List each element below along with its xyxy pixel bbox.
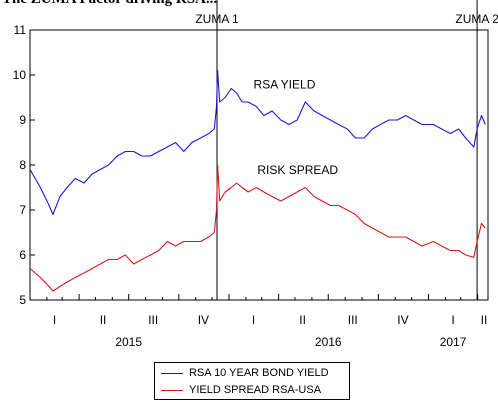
event-label: ZUMA 2 [455, 12, 498, 26]
chart-annotation: RSA YIELD [254, 78, 316, 92]
legend-swatch-yield-spread [161, 389, 183, 391]
year-label: 2016 [315, 335, 342, 349]
chart-annotation: RISK SPREAD [257, 163, 338, 177]
y-tick-label: 7 [19, 203, 26, 217]
y-tick-label: 6 [19, 248, 26, 262]
quarter-label: II [299, 313, 306, 327]
y-tick-label: 5 [19, 293, 26, 307]
chart-legend: RSA 10 YEAR BOND YIELD YIELD SPREAD RSA-… [154, 362, 350, 400]
event-label: ZUMA 1 [195, 12, 239, 26]
series-line-rsa-yield [29, 69, 486, 216]
quarter-label: I [53, 313, 56, 327]
series-line-yield-spread [29, 164, 486, 292]
quarter-label: III [148, 313, 158, 327]
quarter-label: IV [397, 313, 408, 327]
quarter-label: IV [198, 313, 209, 327]
legend-label-yield-spread: YIELD SPREAD RSA-USA [189, 384, 322, 396]
legend-entry-rsa-yield: RSA 10 YEAR BOND YIELD [161, 365, 329, 381]
legend-label-rsa-yield: RSA 10 YEAR BOND YIELD [189, 367, 329, 379]
clipped-page-title: The ZUMA Factor driving RSA... [2, 0, 217, 8]
year-label: 2015 [115, 335, 142, 349]
quarter-label: II [481, 313, 488, 327]
quarter-label: I [451, 313, 454, 327]
legend-entry-yield-spread: YIELD SPREAD RSA-USA [161, 382, 321, 398]
year-label: 2017 [440, 335, 467, 349]
quarter-label: I [252, 313, 255, 327]
y-tick-label: 9 [19, 113, 26, 127]
y-tick-label: 10 [13, 68, 27, 82]
quarter-label: II [100, 313, 107, 327]
y-tick-label: 11 [14, 23, 27, 37]
y-tick-label: 8 [19, 158, 26, 172]
quarter-label: III [348, 313, 358, 327]
legend-swatch-rsa-yield [161, 372, 183, 374]
